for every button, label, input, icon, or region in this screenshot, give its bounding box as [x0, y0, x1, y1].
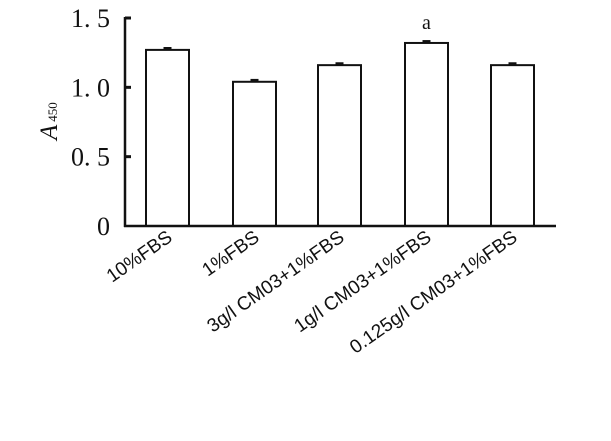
y-tick-label: 0 — [97, 212, 110, 241]
x-tick-label: 1%FBS — [199, 227, 264, 281]
bar — [317, 64, 362, 227]
y-tick-label: 0. 5 — [71, 143, 110, 172]
bar — [232, 80, 277, 227]
y-axis-label: A 450 — [36, 102, 63, 142]
x-tick-label: 0.125g/l CM03+1%FBS — [346, 227, 521, 358]
x-tick-label: 3g/l CM03+1%FBS — [204, 227, 349, 337]
y-axis-label-subscript: 450 — [45, 102, 60, 122]
y-tick-label: 1. 5 — [71, 4, 110, 33]
significance-annotation: a — [422, 12, 431, 34]
bar — [145, 48, 190, 228]
y-tick-label: 1. 0 — [71, 73, 110, 102]
x-tick-label: 10%FBS — [103, 227, 176, 287]
y-axis-label-main: A — [36, 124, 63, 142]
bar — [404, 41, 449, 227]
bar — [490, 64, 535, 227]
